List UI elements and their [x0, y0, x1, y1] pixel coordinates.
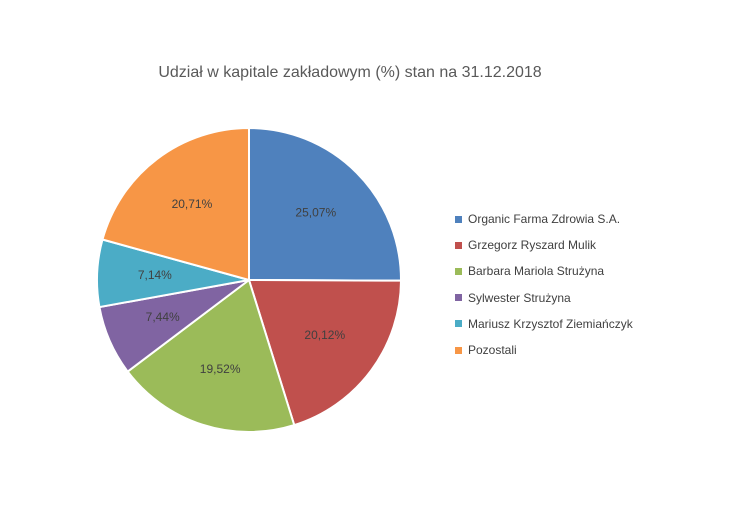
legend-label: Barbara Mariola Strużyna	[468, 264, 605, 279]
chart-title: Udział w kapitale zakładowym (%) stan na…	[158, 64, 542, 81]
legend-item-pozostali: Pozostali	[455, 337, 735, 363]
legend-swatch	[455, 320, 462, 328]
data-label-sylwester-struzyna: 7,44%	[146, 310, 180, 324]
legend-swatch	[455, 267, 462, 275]
data-label-barbara-mariola-struzyna: 19,52%	[200, 362, 241, 376]
legend-label: Mariusz Krzysztof Ziemiańczyk	[468, 316, 633, 331]
legend-label: Grzegorz Ryszard Mulik	[468, 238, 597, 253]
data-label-mariusz-krzysztof-ziemianczyk: 7,14%	[138, 268, 172, 282]
legend-item-mariusz-krzysztof-ziemianczyk: Mariusz Krzysztof Ziemiańczyk	[455, 311, 735, 337]
data-label-organic-farma-zdrowia-s-a: 25,07%	[295, 206, 336, 220]
legend-item-sylwester-struzyna: Sylwester Strużyna	[455, 285, 735, 311]
pie-slice-organic-farma-zdrowia-s-a	[248, 126, 402, 282]
chart-legend: Organic Farma Zdrowia S.A. Grzegorz Rysza…	[455, 206, 735, 363]
pie-slice-pozostali	[101, 126, 250, 282]
legend-item-grzegorz-ryszard-mulik: Grzegorz Ryszard Mulik	[455, 232, 735, 258]
legend-label: Pozostali	[468, 343, 517, 358]
legend-item-organic-farma-zdrowia-s-a: Organic Farma Zdrowia S.A.	[455, 206, 735, 232]
legend-swatch	[455, 241, 462, 249]
legend-swatch	[455, 346, 462, 354]
pie-slice-barbara-mariola-struzyna	[126, 278, 296, 433]
pie-slice-grzegorz-ryszard-mulik	[247, 278, 403, 427]
legend-swatch	[455, 215, 462, 223]
legend-item-barbara-mariola-struzyna: Barbara Mariola Strużyna	[455, 258, 735, 284]
data-label-pozostali: 20,71%	[172, 197, 213, 211]
legend-label: Sylwester Strużyna	[468, 290, 571, 305]
legend-swatch	[455, 294, 462, 302]
legend-label: Organic Farma Zdrowia S.A.	[468, 212, 621, 227]
data-label-grzegorz-ryszard-mulik: 20,12%	[304, 328, 345, 342]
